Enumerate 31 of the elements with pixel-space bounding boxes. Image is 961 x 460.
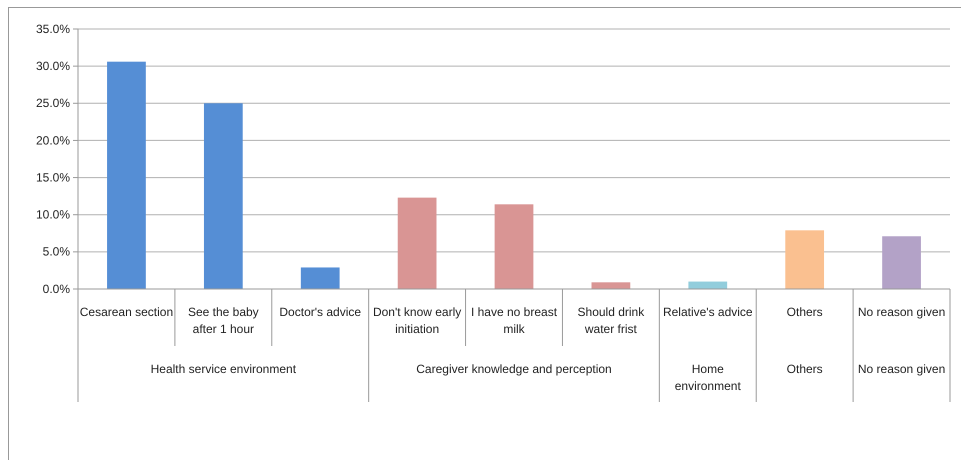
text: Others: [786, 362, 823, 376]
bar: [204, 103, 243, 289]
y-tick-label: 35.0%: [36, 22, 70, 36]
x-tick-label: Don't know early initiation: [372, 305, 462, 336]
text: Caregiver knowledge and perception: [416, 362, 612, 376]
text: No reason given: [858, 362, 946, 376]
y-tick-label: 10.0%: [36, 208, 70, 222]
x-tick-label: I have no breast milk: [470, 305, 558, 336]
bar: [688, 282, 728, 289]
x-tick-label: Cesarean section: [80, 305, 174, 319]
bar: [592, 282, 630, 289]
y-tick-label: 5.0%: [42, 244, 70, 259]
x-tick-label: Should drink water frist: [578, 305, 646, 336]
x-tick-label: See the baby after 1 hour: [188, 305, 259, 336]
y-tick-label: 25.0%: [36, 96, 70, 110]
y-tick-label: 0.0%: [42, 282, 70, 296]
bar: [785, 230, 824, 289]
bar: [494, 204, 534, 289]
bar: [107, 62, 146, 289]
y-tick-label: 15.0%: [36, 170, 70, 184]
bar: [398, 198, 436, 289]
y-tick-label: 20.0%: [36, 133, 70, 148]
x-tick-label: Relative's advice: [662, 305, 753, 319]
text: Health service environment: [150, 362, 297, 376]
x-tick-label: Doctor's advice: [279, 305, 362, 319]
bar: [300, 267, 340, 289]
x-tick-label: Others: [786, 305, 823, 319]
bar: [882, 236, 921, 289]
text: Home environment: [674, 362, 742, 393]
y-tick-label: 30.0%: [36, 58, 70, 73]
x-tick-label: No reason given: [858, 305, 946, 319]
